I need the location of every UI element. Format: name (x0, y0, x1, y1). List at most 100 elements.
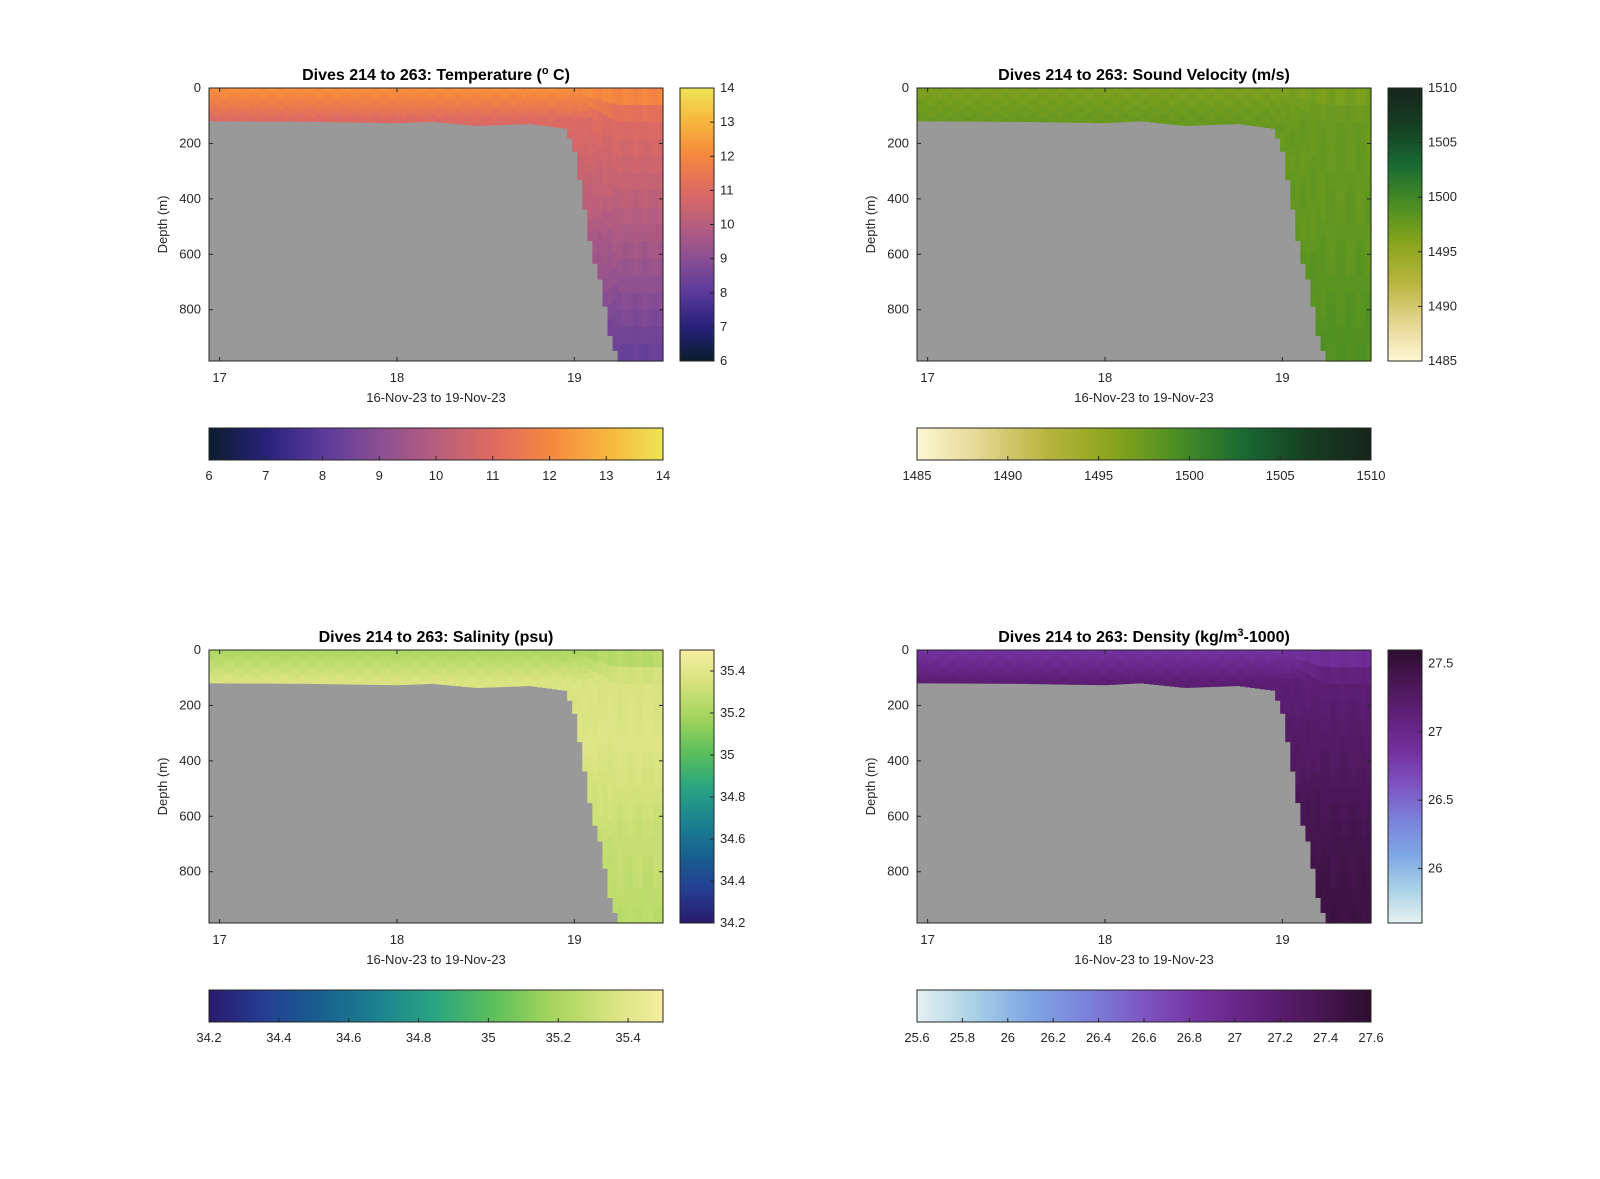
field-cell (947, 88, 953, 91)
field-cell (516, 101, 523, 105)
field-cell (922, 674, 928, 678)
field-cell (516, 103, 523, 107)
field-cell (491, 656, 498, 660)
field-cell (546, 685, 553, 689)
field-cell (405, 90, 412, 93)
field-cell (617, 88, 624, 106)
field-cell (597, 685, 604, 699)
field-cell (967, 678, 974, 682)
field-cell (1043, 664, 1049, 668)
field-cell (224, 98, 230, 101)
field-cell (279, 660, 286, 664)
field-cell (355, 90, 361, 93)
field-cell (546, 650, 553, 653)
field-cell (1249, 106, 1256, 110)
field-cell (461, 656, 467, 660)
field-cell (1022, 117, 1029, 120)
field-cell (642, 803, 649, 822)
field-cell (1002, 654, 1009, 657)
field-cell (927, 676, 933, 680)
field-cell (294, 104, 301, 108)
field-cell (461, 668, 467, 671)
field-cell (1285, 116, 1291, 123)
field-cell (567, 668, 573, 673)
field-cell (987, 110, 994, 114)
field-cell (420, 662, 427, 666)
field-cell (1058, 654, 1064, 657)
field-cell (294, 106, 301, 110)
field-cell (942, 656, 948, 659)
field-cell (330, 111, 336, 114)
field-cell (607, 319, 614, 336)
field-cell (491, 115, 498, 119)
field-cell (249, 100, 255, 104)
field-cell (652, 667, 659, 685)
field-cell (937, 672, 943, 676)
field-cell (1310, 156, 1317, 171)
field-cell (652, 343, 659, 362)
field-cell (1048, 107, 1054, 110)
field-cell (471, 104, 477, 108)
field-cell (1048, 677, 1054, 681)
field-cell (456, 112, 462, 116)
field-cell (244, 670, 250, 674)
field-cell (1154, 113, 1160, 117)
field-cell (922, 652, 928, 655)
field-cell (587, 145, 593, 156)
field-cell (1194, 104, 1201, 108)
field-cell (1280, 91, 1286, 97)
field-cell (1174, 113, 1180, 117)
field-cell (957, 670, 963, 674)
field-cell (395, 109, 402, 113)
field-cell (1310, 210, 1317, 225)
field-cell (587, 697, 593, 708)
field-cell (582, 710, 588, 719)
field-cell (360, 88, 366, 91)
field-cell (284, 672, 291, 676)
field-cell (962, 104, 969, 108)
field-cell (587, 783, 593, 794)
field-cell (380, 115, 387, 119)
field-cell (446, 94, 452, 98)
field-cell (587, 183, 593, 194)
field-cell (1027, 652, 1034, 655)
field-cell (471, 675, 477, 679)
field-cell (436, 92, 442, 95)
field-cell (1022, 90, 1029, 93)
field-cell (299, 92, 306, 95)
field-cell (1275, 116, 1281, 120)
field-cell (239, 94, 245, 97)
field-cell (582, 186, 588, 195)
field-cell (932, 680, 938, 684)
field-cell (335, 671, 341, 674)
field-cell (1128, 119, 1135, 122)
field-cell (567, 109, 573, 114)
field-cell (1027, 117, 1034, 120)
field-cell (587, 116, 593, 127)
field-cell (461, 661, 467, 665)
field-cell (592, 131, 599, 144)
field-cell (917, 676, 923, 680)
field-cell (486, 99, 493, 103)
field-cell (617, 309, 624, 328)
field-cell (224, 652, 230, 655)
field-cell (476, 664, 482, 667)
field-cell (264, 674, 271, 678)
field-cell (1249, 95, 1256, 98)
field-cell (1017, 104, 1024, 108)
field-cell (1204, 94, 1211, 98)
field-cell (476, 650, 482, 653)
field-cell (400, 656, 407, 660)
field-cell (1184, 106, 1190, 110)
field-cell (657, 650, 664, 668)
field-cell (632, 156, 639, 174)
field-cell (274, 658, 281, 661)
field-cell (264, 112, 271, 116)
field-cell (932, 110, 938, 114)
field-cell (632, 258, 639, 277)
field-cell (1017, 98, 1024, 102)
field-cell (279, 112, 286, 116)
field-cell (506, 663, 513, 667)
field-cell (952, 658, 958, 661)
field-cell (1002, 652, 1009, 655)
